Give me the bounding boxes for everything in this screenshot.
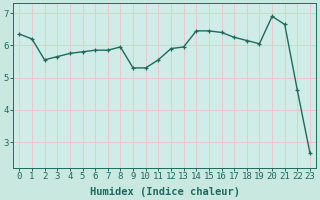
X-axis label: Humidex (Indice chaleur): Humidex (Indice chaleur) xyxy=(90,186,240,197)
